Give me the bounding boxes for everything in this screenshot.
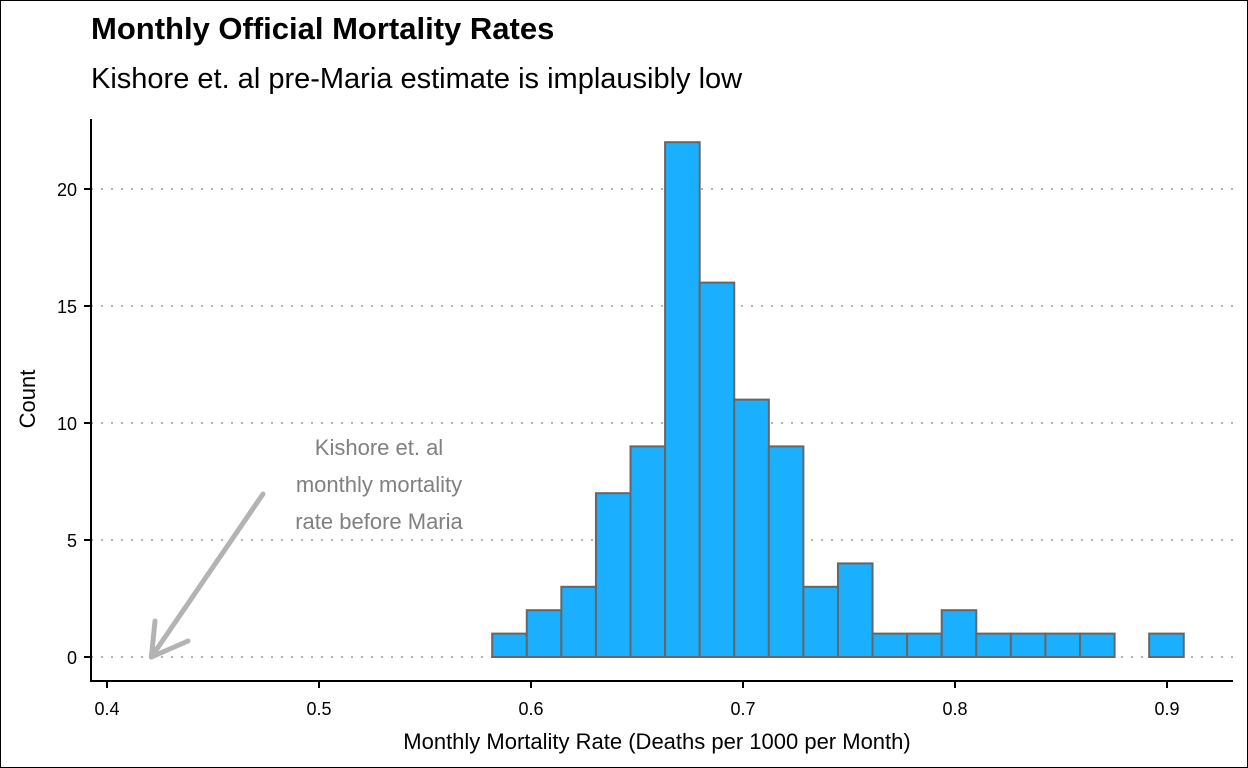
bar-24 — [975, 632, 1012, 658]
histogram-bars — [491, 141, 1185, 659]
x-tick-label-0.6: 0.6 — [518, 699, 543, 719]
bar-21 — [871, 632, 909, 658]
x-tick-label-0.9: 0.9 — [1154, 699, 1179, 719]
bar-14 — [629, 445, 667, 658]
axes — [90, 119, 1233, 682]
bar-10 — [491, 632, 528, 658]
y-axis-ticks: 0 5 10 15 20 — [57, 180, 91, 668]
annotation-line-1: Kishore et. al — [315, 435, 443, 460]
annotation-line-2: monthly mortality — [296, 472, 462, 497]
y-tick-label-15: 15 — [57, 297, 77, 317]
bar-27 — [1079, 632, 1116, 658]
y-axis-label: Count — [15, 370, 40, 429]
bar-13 — [594, 492, 632, 659]
x-tick-label-0.5: 0.5 — [306, 699, 331, 719]
bar-29 — [1148, 632, 1185, 658]
bar-23 — [940, 609, 978, 659]
bar-25 — [1009, 632, 1047, 658]
bar-15 — [664, 141, 701, 658]
x-axis-label: Monthly Mortality Rate (Deaths per 1000 … — [403, 729, 910, 754]
y-tick-label-0: 0 — [67, 648, 77, 668]
y-tick-label-20: 20 — [57, 180, 77, 200]
annotation-arrow-shaft — [148, 491, 266, 660]
bar-12 — [560, 585, 597, 658]
bar-26 — [1044, 632, 1082, 658]
annotation: Kishore et. al monthly mortality rate be… — [148, 435, 464, 660]
bar-17 — [733, 398, 770, 658]
chart-subtitle: Kishore et. al pre-Maria estimate is imp… — [91, 63, 743, 95]
bar-18 — [767, 445, 805, 658]
bar-22 — [906, 632, 943, 658]
chart-title: Monthly Official Mortality Rates — [91, 11, 555, 46]
bar-11 — [525, 609, 563, 659]
annotation-arrow-head — [148, 618, 191, 660]
y-tick-label-5: 5 — [67, 531, 77, 551]
x-axis-ticks: 0.4 0.5 0.6 0.7 0.8 0.9 — [94, 681, 1180, 719]
bar-16 — [698, 281, 736, 658]
bar-19 — [802, 585, 839, 658]
y-tick-label-10: 10 — [57, 414, 77, 434]
bar-20 — [836, 562, 874, 659]
x-tick-label-0.7: 0.7 — [730, 699, 755, 719]
annotation-line-3: rate before Maria — [295, 509, 463, 534]
x-tick-label-0.4: 0.4 — [94, 699, 119, 719]
x-tick-label-0.8: 0.8 — [942, 699, 967, 719]
